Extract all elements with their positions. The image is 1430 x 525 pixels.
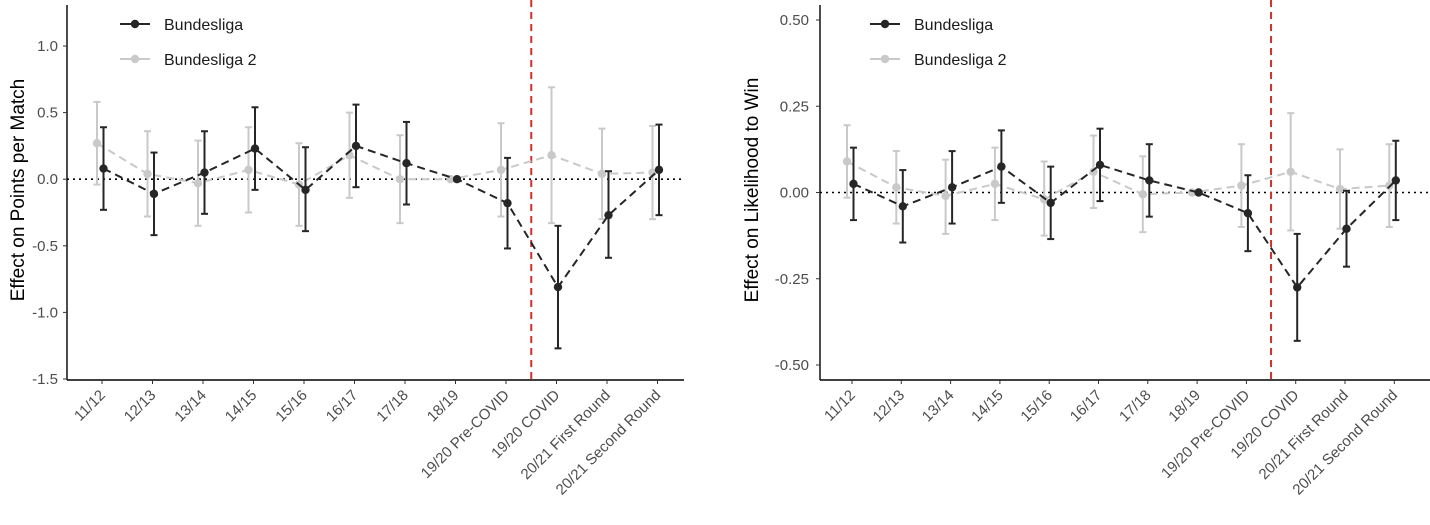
y-tick-label: 1.0 (37, 38, 58, 55)
data-point-bundesliga (200, 168, 209, 177)
data-point-bundesliga-2 (597, 169, 607, 179)
x-tick-label: 17/18 (1116, 387, 1155, 426)
data-point-bundesliga (604, 210, 613, 220)
y-tick-label: -0.25 (775, 271, 809, 288)
data-point-bundesliga-2 (842, 157, 852, 166)
y-axis-title: Effect on Likelihood to Win (742, 78, 763, 303)
data-point-bundesliga (1342, 224, 1351, 233)
y-tick-label: 0.25 (780, 98, 809, 115)
data-point-bundesliga-2 (1138, 190, 1148, 199)
legend-marker-bundesliga (130, 19, 140, 29)
data-point-bundesliga (452, 175, 462, 184)
series-line-bundesliga-2 (846, 160, 1390, 201)
legend-label-bundesliga-2: Bundesliga 2 (914, 52, 1007, 69)
data-point-bundesliga (553, 282, 563, 292)
data-point-bundesliga-2 (547, 151, 556, 160)
data-point-bundesliga (351, 141, 361, 151)
y-tick-label: 0.50 (780, 12, 809, 29)
series-line-bundesliga (103, 144, 660, 289)
data-point-bundesliga-2 (1089, 167, 1098, 176)
y-tick-label: 0.00 (780, 185, 809, 202)
panel-points-per-match: -1.5 -1.0 -0.5 0.0 0.5 1.0 Effect on Points pe… (8, 0, 684, 498)
x-tick-label: 14/15 (968, 387, 1007, 426)
x-tick-label: 20/21 First Round (1255, 387, 1351, 483)
y-tick-label: 0.0 (37, 171, 58, 188)
x-tick-label: 15/16 (1017, 387, 1056, 426)
data-point-bundesliga-2 (193, 178, 203, 188)
data-point-bundesliga (99, 164, 108, 173)
data-point-bundesliga (1145, 176, 1154, 185)
x-tick-label: 12/13 (870, 387, 909, 426)
data-point-bundesliga (947, 183, 957, 192)
x-tick-label: 19/20 Pre-COVID (1158, 387, 1253, 482)
data-point-bundesliga-2 (244, 165, 253, 175)
data-point-bundesliga (503, 198, 512, 208)
data-point-bundesliga (301, 185, 310, 195)
data-point-bundesliga-2 (892, 183, 901, 192)
data-point-bundesliga (997, 162, 1006, 171)
data-point-bundesliga (849, 179, 858, 189)
data-point-bundesliga (898, 202, 907, 211)
y-tick-label: -1.0 (32, 304, 58, 321)
data-point-bundesliga-2 (92, 139, 102, 148)
x-tick-label: 11/12 (71, 387, 109, 425)
data-point-bundesliga-2 (1237, 181, 1246, 190)
legend-label-bundesliga-2: Bundesliga 2 (164, 52, 257, 69)
series-line-bundesliga (853, 163, 1397, 290)
panel-likelihood-to-win: -0.50 -0.25 0.00 0.25 0.50 Effect on Likeliho… (742, 0, 1430, 498)
x-tick-label: 12/13 (121, 387, 160, 426)
data-point-bundesliga (402, 159, 411, 168)
legend-label-bundesliga: Bundesliga (164, 17, 243, 34)
data-point-bundesliga-2 (395, 175, 405, 184)
x-tick-label: 15/16 (272, 387, 311, 426)
series-line-bundesliga-2 (96, 142, 653, 186)
x-tick-label: 14/15 (222, 387, 261, 426)
legend-label-bundesliga: Bundesliga (914, 17, 993, 34)
data-point-bundesliga-2 (990, 179, 1000, 189)
data-point-bundesliga-2 (1286, 167, 1295, 176)
data-point-bundesliga-2 (496, 165, 506, 175)
data-point-bundesliga (1194, 188, 1203, 197)
x-tick-label: 17/18 (373, 387, 412, 426)
x-tick-label: 19/20 Pre-COVID (418, 387, 513, 482)
data-point-bundesliga (1046, 198, 1055, 208)
legend-marker-bundesliga-2 (130, 54, 140, 64)
data-point-bundesliga (1243, 209, 1253, 218)
y-tick-label: -0.50 (775, 357, 809, 374)
x-tick-label: 16/17 (1067, 387, 1106, 426)
data-point-bundesliga (149, 189, 159, 199)
x-tick-label: 13/14 (171, 387, 210, 426)
data-point-bundesliga (1293, 283, 1302, 292)
data-point-bundesliga (1095, 160, 1105, 170)
data-point-bundesliga (1391, 176, 1401, 185)
legend-marker-bundesliga-2 (880, 54, 890, 64)
x-tick-label: 18/19 (1165, 387, 1204, 426)
data-point-bundesliga (654, 165, 664, 175)
y-tick-label: 0.5 (37, 105, 58, 122)
data-point-bundesliga-2 (1335, 184, 1345, 194)
x-tick-label: 18/19 (424, 387, 463, 426)
x-tick-label: 11/12 (821, 387, 859, 425)
legend-marker-bundesliga (880, 19, 890, 29)
y-axis-title: Effect on Points per Match (8, 79, 29, 302)
y-tick-label: -1.5 (32, 371, 58, 388)
data-point-bundesliga (250, 144, 260, 153)
data-point-bundesliga-2 (941, 191, 950, 201)
data-point-bundesliga-2 (143, 169, 152, 179)
x-tick-label: 20/21 First Round (517, 387, 613, 483)
y-tick-label: -0.5 (32, 238, 58, 255)
x-tick-label: 16/17 (323, 387, 362, 426)
x-tick-label: 13/14 (919, 387, 958, 426)
